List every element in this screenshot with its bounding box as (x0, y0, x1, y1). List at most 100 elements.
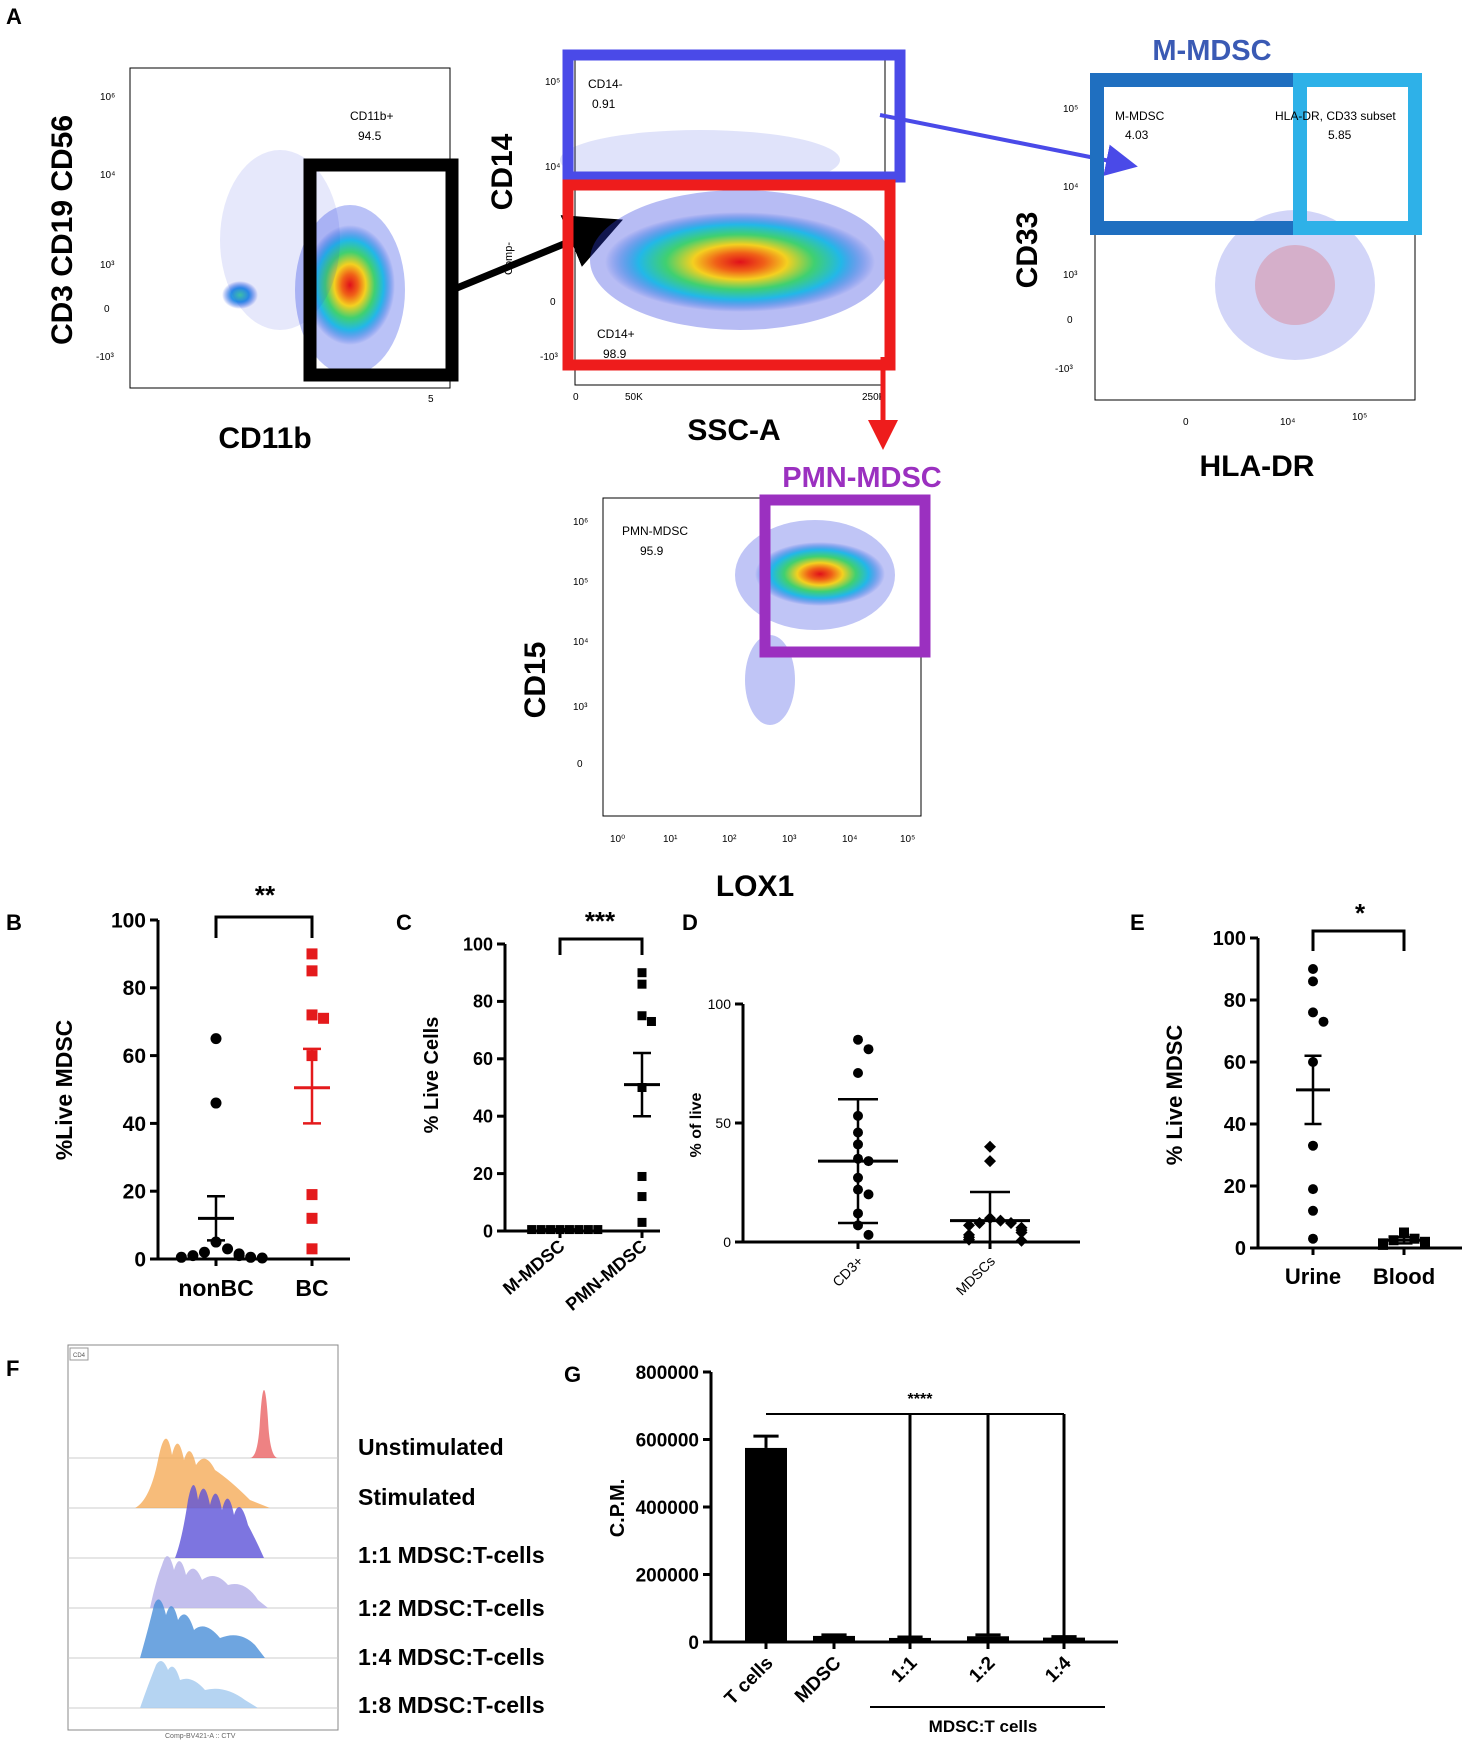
scatter-dots (560, 130, 890, 330)
data-point (1308, 1205, 1318, 1216)
panel-b-label: B (6, 910, 22, 935)
y-axis-label: CD3 CD19 CD56 (46, 115, 79, 345)
data-point (1409, 1233, 1420, 1244)
histogram-1-2 (68, 1556, 338, 1608)
gate-value: 95.9 (640, 544, 664, 558)
y-tick-label: 50 (715, 1115, 731, 1131)
significance-label: **** (908, 1391, 934, 1408)
significance-bracket (214, 915, 314, 938)
y-tick-label: 600000 (636, 1431, 699, 1452)
xtick: 10⁴ (842, 834, 857, 845)
x-tick-label: 1:4 (1041, 1652, 1076, 1687)
ytick: 0 (550, 297, 556, 308)
x-tick-label: T cells (721, 1653, 778, 1710)
xtick: 10⁵ (1352, 412, 1367, 423)
data-point (306, 1189, 318, 1201)
data-point (306, 1212, 318, 1224)
chart-e: 0 20 40 60 80 100 % Live MDSC Urine Blood * (1162, 898, 1462, 1289)
x-axis-label: CD11b (218, 422, 311, 455)
y-axis-label: C.P.M. (607, 1479, 629, 1538)
gate-name: M-MDSC (1115, 109, 1165, 123)
data-point (863, 1189, 874, 1200)
mmdsc-title: M-MDSC (1152, 35, 1271, 67)
xtick: 50K (625, 392, 643, 403)
legend-1-8: 1:8 MDSC:T-cells (358, 1692, 545, 1718)
bar (813, 1635, 855, 1642)
y-tick-label: 60 (123, 1045, 146, 1068)
x-tick-label: MDSCs (953, 1253, 998, 1298)
ytick: 10⁵ (1063, 104, 1078, 115)
bar (1043, 1637, 1085, 1642)
data-point (984, 1155, 996, 1168)
y-axis-label: % Live MDSC (1162, 1025, 1187, 1166)
data-point (637, 1171, 647, 1181)
data-point (527, 1225, 537, 1235)
data-point (210, 1097, 222, 1109)
pmn-mdsc-title: PMN-MDSC (782, 462, 942, 494)
gate-name: HLA-DR, CD33 subset (1275, 109, 1396, 123)
data-point (187, 1250, 199, 1262)
x-tick-label: 1:2 (965, 1653, 999, 1687)
significance-label: ** (255, 880, 276, 910)
y-tick-label: 0 (1235, 1238, 1246, 1260)
data-point (853, 1034, 863, 1045)
legend-1-1: 1:1 MDSC:T-cells (358, 1542, 545, 1568)
xtick: 10⁵ (900, 834, 915, 845)
ytick: 0 (577, 759, 583, 770)
histogram-stimulated (68, 1438, 338, 1508)
box-label: CD4 (73, 1353, 86, 1359)
x-tick-label: PMN-MDSC (562, 1236, 651, 1315)
gate-m-mdsc (1090, 73, 1307, 235)
flow-plot-lox1: PMN-MDSC PMN-MDSC 95.9 10⁶ 10⁵ 10⁴ 10³ 0… (519, 462, 942, 903)
ytick: 10⁴ (573, 637, 588, 648)
data-point (306, 1009, 318, 1021)
y-tick-label: 40 (473, 1107, 493, 1127)
y-tick-label: 60 (473, 1049, 493, 1069)
y-axis-label: CD33 (1011, 212, 1044, 289)
gate-cd11b-positive (303, 158, 459, 382)
data-point (863, 1229, 874, 1240)
data-point (1308, 1184, 1318, 1195)
ytick: -10³ (96, 352, 114, 363)
ytick: 0 (104, 304, 110, 315)
y-tick-label: 60 (1224, 1052, 1246, 1074)
gate-value: 94.5 (358, 129, 382, 143)
xtick: 5 (428, 394, 434, 405)
data-point (175, 1251, 187, 1263)
panel-d-label: D (682, 910, 698, 935)
legend-unstimulated: Unstimulated (358, 1434, 504, 1460)
y-axis-label: % of live (688, 1092, 705, 1157)
xtick: 10³ (782, 834, 797, 845)
ytick: 10³ (100, 260, 115, 271)
y-tick-label: 40 (1224, 1114, 1246, 1136)
scatter-dots (1215, 210, 1375, 360)
y-tick-label: 400000 (636, 1498, 699, 1519)
xtick: 10² (722, 834, 737, 845)
ytick: 10³ (1063, 270, 1078, 281)
data-point (963, 1219, 975, 1232)
data-point (1015, 1234, 1028, 1247)
data-point (973, 1216, 986, 1229)
y-tick-label: 200000 (636, 1566, 699, 1587)
y-axis-label: %Live MDSC (51, 1020, 77, 1161)
panel-c-label: C (396, 910, 412, 935)
significance-bracket (1311, 929, 1406, 951)
x-tick-label: nonBC (178, 1275, 253, 1301)
data-point (198, 1246, 210, 1258)
ytick: -10³ (540, 352, 558, 363)
significance-label: * (1355, 898, 1366, 928)
data-point (306, 1243, 318, 1255)
data-point (222, 1243, 234, 1255)
y-tick-label: 100 (1213, 928, 1246, 950)
gate-name: CD14- (588, 77, 623, 91)
data-point (1308, 964, 1318, 974)
ytick: 0 (1067, 315, 1073, 326)
data-point (536, 1225, 546, 1235)
panel-g-label: G (564, 1362, 581, 1387)
xtick: 0 (573, 392, 579, 403)
panel-f-label: F (6, 1356, 19, 1381)
y-axis-small-label: Comp- (503, 242, 515, 275)
x-axis-label: SSC-A (687, 414, 780, 447)
